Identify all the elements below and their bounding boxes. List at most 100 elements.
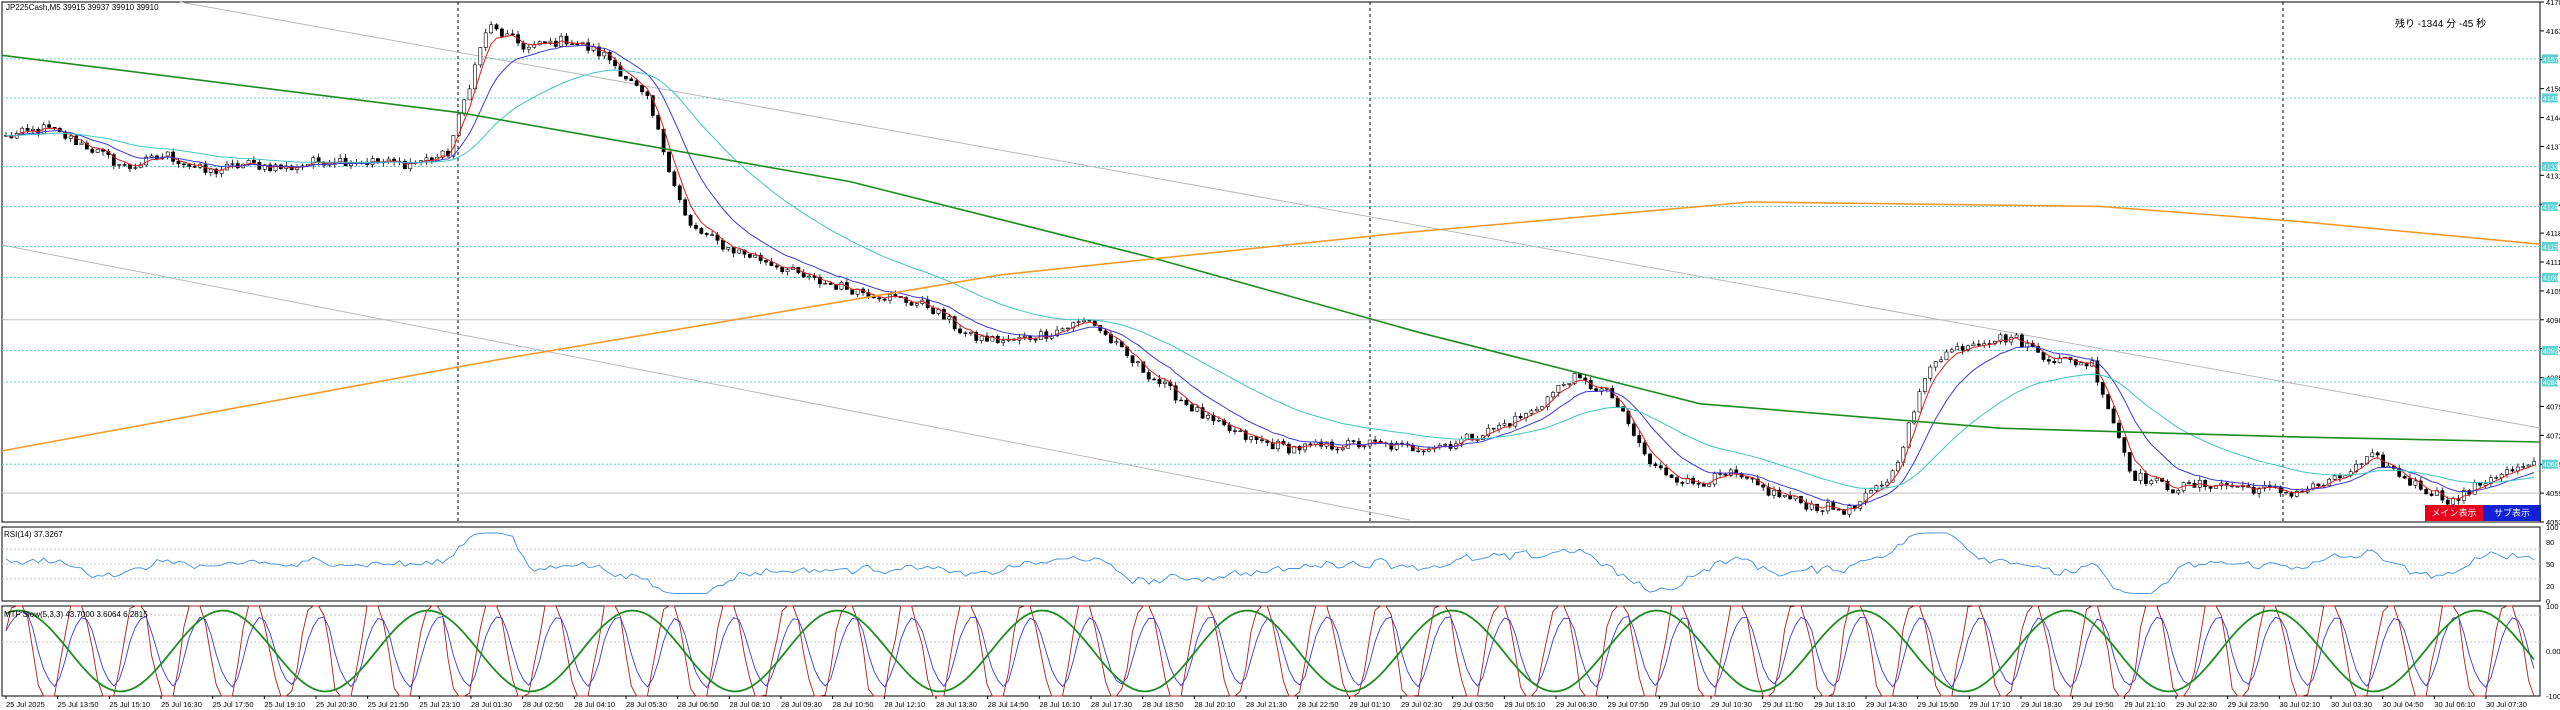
candle-body bbox=[1340, 447, 1345, 450]
candle-body bbox=[828, 282, 833, 285]
candle-body bbox=[252, 159, 256, 163]
time-tick-label: 29 Jul 15:50 bbox=[1918, 700, 1959, 709]
candle-body bbox=[1082, 320, 1086, 322]
time-tick-label: 25 Jul 19:10 bbox=[264, 700, 305, 709]
level-badge-label: 40849 bbox=[2543, 380, 2560, 387]
candle-body bbox=[1960, 346, 1965, 351]
ma-slow-line bbox=[5, 69, 2535, 489]
candle-body bbox=[1260, 439, 1264, 441]
candle-body bbox=[2046, 359, 2051, 362]
price-tick-label: 40534 bbox=[2546, 518, 2560, 527]
time-tick-label: 29 Jul 01:10 bbox=[1349, 700, 1390, 709]
rsi-tick-label: 50 bbox=[2546, 560, 2554, 569]
candle-body bbox=[20, 127, 25, 134]
candle-body bbox=[1373, 439, 1378, 442]
candle-body bbox=[2408, 477, 2412, 486]
candle-body bbox=[2208, 486, 2213, 489]
time-tick-label: 30 Jul 04:50 bbox=[2383, 700, 2424, 709]
candle-body bbox=[1189, 404, 1194, 412]
candle-body bbox=[2079, 362, 2084, 366]
candle-body bbox=[2090, 360, 2094, 367]
rsi-tick-label: 0 bbox=[2546, 597, 2550, 606]
candle-body bbox=[2483, 483, 2488, 486]
candle-body bbox=[850, 289, 855, 295]
candle-body bbox=[1944, 351, 1949, 361]
ma-green-line bbox=[1, 54, 2541, 443]
time-tick-label: 28 Jul 13:30 bbox=[936, 700, 977, 709]
time-tick-label: 28 Jul 21:30 bbox=[1246, 700, 1287, 709]
candle-body bbox=[688, 214, 693, 226]
candle-body bbox=[1502, 423, 1507, 426]
candle-body bbox=[656, 115, 661, 130]
candle-body bbox=[2472, 482, 2477, 495]
candle-body bbox=[667, 151, 671, 173]
candle-body bbox=[2257, 487, 2262, 494]
candle-body bbox=[1637, 435, 1642, 444]
candle-body bbox=[1966, 345, 1970, 351]
candle-body bbox=[2100, 381, 2105, 395]
price-tick-label: 40794 bbox=[2546, 402, 2560, 411]
time-tick-label: 25 Jul 15:10 bbox=[109, 700, 150, 709]
candle-body bbox=[704, 233, 709, 235]
time-tick-label: 28 Jul 17:30 bbox=[1091, 700, 1132, 709]
candle-body bbox=[640, 85, 644, 93]
candle-body bbox=[451, 135, 456, 157]
candle-body bbox=[214, 168, 219, 174]
candle-body bbox=[1648, 453, 1652, 465]
candle-body bbox=[1044, 331, 1049, 339]
candle-body bbox=[1998, 334, 2003, 342]
level-badge bbox=[2542, 93, 2558, 103]
candle-body bbox=[1518, 415, 1523, 419]
candle-body bbox=[1702, 483, 1706, 487]
candle-body bbox=[941, 309, 946, 320]
candle-body bbox=[1335, 448, 1340, 451]
level-badge bbox=[2542, 459, 2558, 469]
candle-body bbox=[1955, 346, 1960, 351]
time-tick-label: 25 Jul 13:50 bbox=[58, 700, 99, 709]
candle-body bbox=[208, 168, 213, 173]
candle-body bbox=[1820, 510, 1825, 512]
candle-body bbox=[909, 302, 914, 306]
candle-body bbox=[1653, 463, 1658, 467]
candle-body bbox=[1130, 355, 1135, 364]
candle-body bbox=[979, 335, 984, 341]
candle-body bbox=[720, 240, 725, 250]
time-tick-label: 28 Jul 20:10 bbox=[1194, 700, 1235, 709]
time-tick-label: 28 Jul 09:30 bbox=[781, 700, 822, 709]
stochastic-long-line bbox=[5, 609, 2535, 693]
sub-display-button[interactable]: サブ表示 bbox=[2483, 505, 2541, 521]
candle-body bbox=[629, 78, 634, 82]
candle-body bbox=[1179, 399, 1183, 402]
time-tick-label: 29 Jul 06:30 bbox=[1556, 700, 1597, 709]
candle-body bbox=[1718, 473, 1722, 475]
candle-body bbox=[1319, 441, 1324, 447]
candle-body bbox=[1076, 321, 1081, 323]
candle-body bbox=[823, 282, 828, 285]
candle-body bbox=[128, 164, 132, 169]
candle-body bbox=[1912, 411, 1917, 424]
main-display-button[interactable]: メイン表示 bbox=[2425, 505, 2483, 521]
time-tick-label: 28 Jul 22:50 bbox=[1298, 700, 1339, 709]
candle-body bbox=[1847, 505, 1852, 515]
candle-body bbox=[645, 91, 650, 96]
candle-body bbox=[1675, 477, 1679, 483]
candle-body bbox=[1443, 444, 1448, 446]
time-tick-label: 29 Jul 14:30 bbox=[1866, 700, 1907, 709]
candle-body bbox=[963, 332, 968, 334]
candle-body bbox=[2187, 482, 2191, 484]
candle-body bbox=[1804, 502, 1809, 510]
candle-body bbox=[2122, 437, 2127, 453]
candle-body bbox=[478, 47, 483, 66]
rsi-tick-label: 20 bbox=[2546, 582, 2554, 591]
candle-body bbox=[1707, 483, 1712, 487]
level-badge-label: 41576 bbox=[2543, 57, 2560, 64]
time-tick-label: 28 Jul 01:30 bbox=[471, 700, 512, 709]
time-tick-label: 30 Jul 06:10 bbox=[2434, 700, 2475, 709]
candle-body bbox=[316, 157, 321, 163]
candle-body bbox=[499, 28, 504, 37]
candle-body bbox=[1540, 406, 1545, 410]
ma-orange-line bbox=[1, 201, 2541, 452]
candle-body bbox=[230, 163, 235, 165]
candle-body bbox=[677, 185, 682, 200]
